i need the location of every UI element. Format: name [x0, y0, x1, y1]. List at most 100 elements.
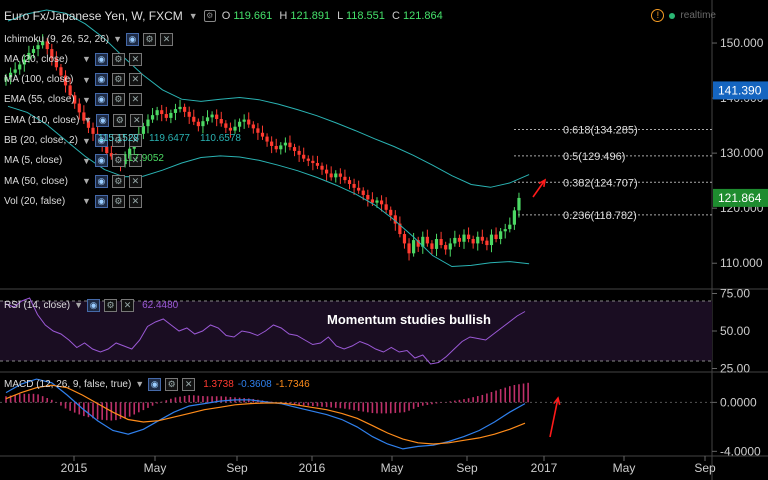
close-icon[interactable]: ✕: [128, 134, 142, 147]
candle-body: [173, 109, 178, 113]
indicator-label[interactable]: EMA (55, close): [4, 94, 75, 106]
indicator-label[interactable]: MA (20, close): [4, 53, 68, 65]
candle-body: [50, 49, 54, 59]
chevron-down-icon[interactable]: ▼: [113, 34, 122, 44]
candle-body: [41, 41, 45, 46]
fib-level-label: 0.382(124.707): [563, 177, 638, 189]
settings-icon[interactable]: ⚙: [111, 134, 125, 147]
fib-level-label: 0.236(118.782): [563, 210, 637, 222]
settings-icon[interactable]: ⚙: [111, 73, 125, 87]
candle-body: [389, 209, 393, 216]
settings-icon[interactable]: ⚙: [142, 32, 156, 46]
candle-body: [187, 111, 191, 117]
close-icon[interactable]: ✕: [128, 93, 142, 107]
visibility-icon[interactable]: ◉: [87, 298, 101, 312]
candle-body: [512, 210, 516, 225]
settings-icon[interactable]: ⚙: [111, 154, 125, 168]
candle-body: [361, 190, 365, 195]
candle-body: [503, 229, 507, 232]
visibility-icon[interactable]: ◉: [94, 73, 108, 87]
chevron-down-icon[interactable]: ▼: [188, 11, 198, 21]
rsi-label[interactable]: RSI (14, close): [4, 299, 71, 311]
candle-body: [379, 200, 384, 205]
settings-icon[interactable]: ⚙: [165, 377, 179, 391]
candle-body: [36, 45, 40, 50]
macd-label[interactable]: MACD (12, 26, 9, false, true): [4, 378, 132, 390]
symbol-title[interactable]: Euro Fx/Japanese Yen, W, FXCM: [4, 9, 183, 23]
visibility-icon[interactable]: ◉: [125, 32, 139, 46]
candle-body: [86, 120, 91, 128]
visibility-icon[interactable]: ◉: [94, 52, 108, 66]
indicator-label[interactable]: MA (100, close): [4, 74, 74, 86]
indicator-label[interactable]: BB (20, close, 2): [4, 135, 78, 146]
close-icon[interactable]: ✕: [159, 32, 173, 46]
ma5-value: 117.9052: [123, 153, 164, 164]
price-badge-label: 121.864: [718, 191, 762, 205]
price-badge-label: 141.390: [718, 83, 762, 97]
chevron-down-icon[interactable]: ▼: [135, 379, 145, 389]
visibility-icon[interactable]: ◉: [94, 194, 108, 208]
candle-body: [150, 115, 155, 120]
close-value: 121.864: [402, 10, 443, 22]
visibility-icon[interactable]: ◉: [94, 174, 108, 188]
close-icon[interactable]: ✕: [128, 154, 142, 168]
candle-body: [196, 121, 200, 127]
close-icon[interactable]: ✕: [130, 113, 144, 127]
chevron-down-icon[interactable]: ▼: [82, 155, 91, 166]
close-icon[interactable]: ✕: [128, 52, 142, 66]
visibility-icon[interactable]: ◉: [148, 377, 162, 391]
candle-body: [91, 127, 95, 134]
chevron-down-icon[interactable]: ▼: [82, 176, 91, 187]
candle-body: [462, 234, 466, 242]
candle-body: [325, 169, 329, 174]
candle-body: [393, 215, 397, 224]
visibility-icon[interactable]: ◉: [94, 154, 108, 168]
candle-body: [499, 231, 503, 240]
candle-body: [274, 145, 278, 150]
candle-body: [288, 142, 292, 148]
macd-axis-label: 0.0000: [720, 395, 757, 409]
settings-icon[interactable]: ⚙: [113, 113, 127, 127]
candle-body: [494, 234, 498, 240]
chevron-down-icon[interactable]: ▼: [82, 94, 91, 105]
bb-lower-band: [7, 105, 530, 268]
settings-icon[interactable]: ⚙: [111, 93, 125, 107]
rsi-value: 62.4480: [142, 299, 179, 311]
settings-icon[interactable]: ⚙: [111, 174, 125, 188]
settings-icon[interactable]: ⚙: [104, 298, 118, 312]
chevron-down-icon[interactable]: ▼: [82, 74, 91, 85]
chevron-down-icon[interactable]: ▼: [74, 300, 84, 310]
chevron-down-icon[interactable]: ▼: [83, 115, 93, 126]
indicator-label[interactable]: MA (5, close): [4, 155, 63, 167]
candle-body: [210, 114, 214, 118]
price-badge: [713, 81, 768, 100]
settings-icon[interactable]: ⚙: [111, 194, 125, 208]
close-icon[interactable]: ✕: [121, 298, 135, 312]
indicator-label[interactable]: EMA (110, close): [4, 114, 80, 126]
indicator-label[interactable]: MA (50, close): [4, 175, 68, 187]
visibility-icon[interactable]: ◉: [94, 134, 108, 147]
alert-icon[interactable]: !: [651, 9, 665, 22]
candle-body: [357, 187, 361, 191]
visibility-icon[interactable]: ◉: [94, 93, 108, 107]
candle-body: [279, 145, 283, 150]
indicator-label[interactable]: Vol (20, false): [4, 195, 66, 207]
x-axis-label: Sep: [694, 461, 716, 475]
close-icon[interactable]: ✕: [182, 377, 196, 391]
candle-body: [370, 199, 374, 203]
close-icon[interactable]: ✕: [128, 194, 142, 208]
chevron-down-icon[interactable]: ▼: [82, 196, 91, 207]
indicator-label[interactable]: Ichimoku (9, 26, 52, 26): [4, 33, 110, 45]
visibility-icon[interactable]: ◉: [96, 113, 110, 127]
candle-body: [105, 146, 109, 154]
indicator-row: Vol (20, false) ▼ ◉ ⚙ ✕: [4, 194, 142, 208]
candle-body: [302, 154, 306, 159]
chevron-down-icon[interactable]: ▼: [82, 54, 91, 65]
close-icon[interactable]: ✕: [128, 73, 142, 87]
arrow-icon-head: [553, 396, 561, 405]
close-icon[interactable]: ✕: [128, 174, 142, 188]
settings-icon[interactable]: ⚙: [203, 10, 216, 22]
x-axis-label: 2015: [61, 461, 88, 475]
settings-icon[interactable]: ⚙: [111, 52, 125, 66]
chevron-down-icon[interactable]: ▼: [82, 135, 91, 146]
